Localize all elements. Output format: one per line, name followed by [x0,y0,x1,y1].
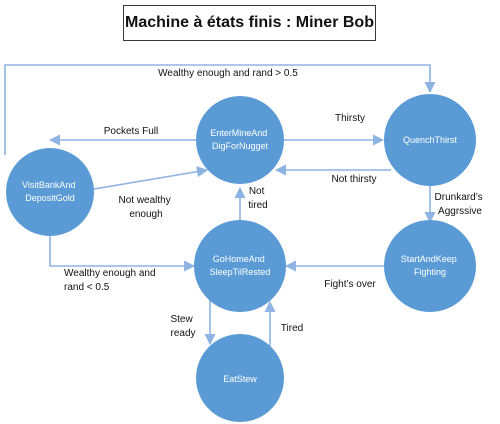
label-fights-over-line-1: Fight’s over [324,279,376,290]
diagram-title: Machine à états finis : Miner Bob [125,14,374,31]
state-start-fighting-line-1: StartAndKeep [401,254,457,264]
transition-labels: Wealthy enough and rand > 0.5 Pockets Fu… [64,68,486,339]
label-wealthy-rand-lt: Wealthy enough and rand < 0.5 [64,268,158,293]
state-go-home-circle [194,220,286,312]
label-wealthy-rand-gt-line-1: Wealthy enough and rand > 0.5 [158,68,298,79]
state-start-fighting-line-2: Fighting [414,267,446,277]
label-not-tired: Not tired [248,186,267,211]
label-not-tired-line-1: Not [249,186,265,197]
state-enter-mine-line-1: EnterMineAnd [210,128,267,138]
state-quench-thirst: QuenchThirst [384,94,476,186]
label-stew-ready: Stew ready [170,314,195,339]
state-visit-bank: VisitBankAnd DepositGold [6,148,94,236]
state-visit-bank-line-1: VisitBankAnd [22,180,75,190]
label-not-wealthy: Not wealthy enough [118,195,173,220]
label-stew-ready-line-1: Stew [170,314,193,325]
edge-visitbank-to-quench [4,64,436,155]
state-go-home-line-1: GoHomeAnd [213,254,265,264]
state-quench-thirst-label: QuenchThirst [403,135,458,145]
label-tired-line-1: Tired [281,323,303,334]
state-enter-mine-label: EnterMineAnd DigForNugget [210,128,270,151]
label-not-tired-line-2: tired [248,200,267,211]
state-go-home-line-2: SleepTilRested [210,267,271,277]
label-tired: Tired [281,323,303,334]
label-not-thirsty-line-1: Not thirsty [331,174,376,185]
label-stew-ready-line-2: ready [170,328,195,339]
label-drunkard-line-1: Drunkard’s [435,192,483,203]
edge-visitbank-to-gohome [49,236,196,272]
state-visit-bank-circle [6,148,94,236]
state-eat-stew-line-1: EatStew [223,374,257,384]
label-fights-over: Fight’s over [324,279,376,290]
edges [4,64,436,346]
state-quench-thirst-line-1: QuenchThirst [403,135,458,145]
state-eat-stew: EatStew [196,334,284,422]
state-go-home-label: GoHomeAnd SleepTilRested [210,254,271,277]
state-go-home: GoHomeAnd SleepTilRested [194,220,286,312]
label-drunkard-line-2: Aggrssive [438,206,482,217]
label-wealthy-rand-lt-line-2: rand < 0.5 [64,282,110,293]
state-start-fighting-circle [384,220,476,312]
state-enter-mine: EnterMineAnd DigForNugget [196,96,284,184]
label-wealthy-rand-lt-line-1: Wealthy enough and [64,268,156,279]
label-thirsty-line-1: Thirsty [335,113,365,124]
label-wealthy-rand-gt: Wealthy enough and rand > 0.5 [158,68,298,79]
state-quench-thirst-circle [384,94,476,186]
label-not-wealthy-line-2: enough [129,209,162,220]
state-start-fighting: StartAndKeep Fighting [384,220,476,312]
label-not-wealthy-line-1: Not wealthy [118,195,170,206]
state-eat-stew-label: EatStew [223,374,257,384]
state-start-fighting-label: StartAndKeep Fighting [401,254,460,277]
label-pockets-full: Pockets Full [104,126,158,137]
edge-visitbank-to-entermine [87,166,209,191]
state-eat-stew-circle [196,334,284,422]
label-not-thirsty: Not thirsty [331,174,376,185]
state-enter-mine-line-2: DigForNugget [212,141,269,151]
label-thirsty: Thirsty [335,113,365,124]
state-visit-bank-label: VisitBankAnd DepositGold [22,180,78,203]
diagram-title-box: Machine à états finis : Miner Bob [123,5,376,41]
label-pockets-full-line-1: Pockets Full [104,126,158,137]
label-drunkard: Drunkard’s Aggrssive [435,192,486,217]
state-enter-mine-circle [196,96,284,184]
state-visit-bank-line-2: DepositGold [25,193,75,203]
